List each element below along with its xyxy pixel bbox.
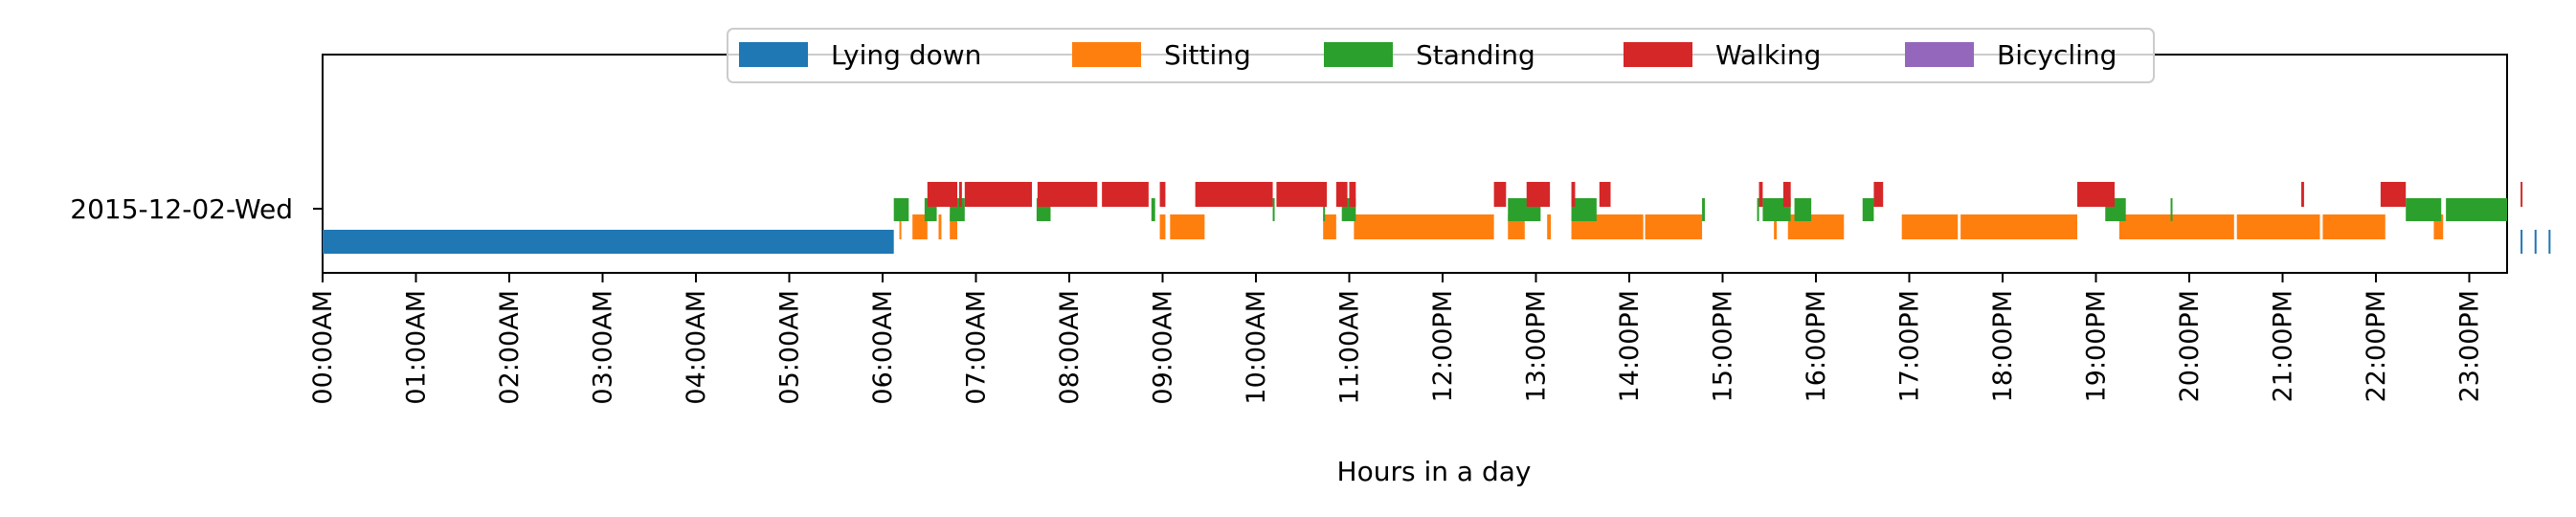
x-tick-label: 00:00AM [308,290,338,405]
bar-sitting [2236,214,2320,239]
bar-standing [2406,198,2442,221]
bar-sitting [950,214,957,239]
x-tick-label: 09:00AM [1149,290,1178,405]
legend-swatch-sitting [1072,42,1141,67]
bar-walking [958,182,962,207]
x-tick-label: 22:00PM [2362,290,2391,402]
x-tick-label: 18:00PM [1988,290,2018,402]
legend-label-standing: Standing [1416,39,1535,71]
bar-sitting [1159,214,1166,239]
bar-walking [1195,182,1273,207]
bar-lying-down [2520,230,2523,254]
bar-walking [964,182,1032,207]
y-tick-label: 2015-12-02-Wed [70,193,293,225]
bar-walking [1276,182,1328,207]
bar-sitting [899,214,902,239]
bar-walking [2520,182,2523,207]
bar-sitting [1323,214,1336,239]
bar-walking [1599,182,1611,207]
bar-sitting [1170,214,1205,239]
bar-walking [1758,182,1763,207]
x-tick-label: 03:00AM [589,290,618,405]
bar-walking [1493,182,1507,207]
x-tick-label: 07:00AM [962,290,992,405]
bar-walking [1335,182,1348,207]
bar-standing [1794,198,1812,221]
bar-walking [1526,182,1551,207]
bar-standing [1862,198,1874,221]
x-tick-label: 05:00AM [775,290,805,405]
legend-label-walking: Walking [1715,39,1821,71]
x-tick-label: 15:00PM [1709,290,1738,402]
legend-swatch-standing [1324,42,1393,67]
bar-standing [893,198,909,221]
x-tick-label: 21:00PM [2269,290,2298,402]
bar-sitting [2322,214,2386,239]
legend-swatch-bicycling [1905,42,1974,67]
x-tick-label: 17:00PM [1895,290,1925,402]
bar-standing [1323,198,1326,221]
bar-walking [2077,182,2115,207]
bar-sitting [2118,214,2234,239]
y-axis: 2015-12-02-Wed [70,193,323,225]
bar-sitting [2433,214,2444,239]
legend-swatch-walking [1624,42,1692,67]
x-tick-label: 06:00AM [868,290,898,405]
activity-bars [323,182,2551,254]
bar-walking [1037,182,1098,207]
bar-sitting [1645,214,1703,239]
bar-walking [1102,182,1149,207]
bar-standing [1151,198,1155,221]
bar-sitting [912,214,928,239]
bar-standing [1702,198,1705,221]
x-tick-label: 11:00AM [1335,290,1365,405]
bar-walking [1571,182,1576,207]
bar-lying-down [323,230,894,254]
bar-lying-down [2534,230,2537,254]
bar-standing [1757,198,1759,221]
x-axis-label: Hours in a day [1337,456,1532,487]
bar-walking [1873,182,1884,207]
bar-sitting [1901,214,1959,239]
legend-label-lying-down: Lying down [831,39,981,71]
x-tick-label: 20:00PM [2175,290,2205,402]
x-tick-label: 23:00PM [2455,290,2485,402]
bar-standing [2170,198,2173,221]
x-axis: 00:00AM 01:00AM 02:00AM 03:00AM 04:00AM 05:00… [308,273,2485,405]
x-tick-label: 12:00PM [1428,290,1458,402]
bar-walking [1159,182,1166,207]
bar-walking [1782,182,1791,207]
x-tick-label: 01:00AM [402,290,432,405]
bar-walking [2301,182,2304,207]
bar-walking [927,182,957,207]
bar-sitting [1774,214,1778,239]
legend-swatch-lying-down [739,42,808,67]
x-tick-label: 14:00PM [1615,290,1645,402]
bar-sitting [1547,214,1552,239]
bar-sitting [938,214,942,239]
bar-sitting [1354,214,1494,239]
bar-standing [1272,198,1275,221]
bar-sitting [1960,214,2077,239]
x-tick-label: 16:00PM [1802,290,1831,402]
legend: Lying down Sitting Standing Walking Bicyclin… [727,28,2155,83]
x-tick-label: 04:00AM [682,290,711,405]
x-tick-label: 10:00AM [1242,290,1271,405]
x-tick-label: 13:00PM [1522,290,1552,402]
bar-walking [2380,182,2407,207]
legend-label-bicycling: Bicycling [1997,39,2117,71]
x-tick-label: 08:00AM [1055,290,1085,405]
bar-standing [1571,198,1597,221]
x-tick-label: 19:00PM [2082,290,2112,402]
bar-walking [1349,182,1356,207]
x-tick-label: 02:00AM [495,290,525,405]
bar-lying-down [2548,230,2551,254]
bar-standing [2446,198,2507,221]
legend-label-sitting: Sitting [1164,39,1251,71]
